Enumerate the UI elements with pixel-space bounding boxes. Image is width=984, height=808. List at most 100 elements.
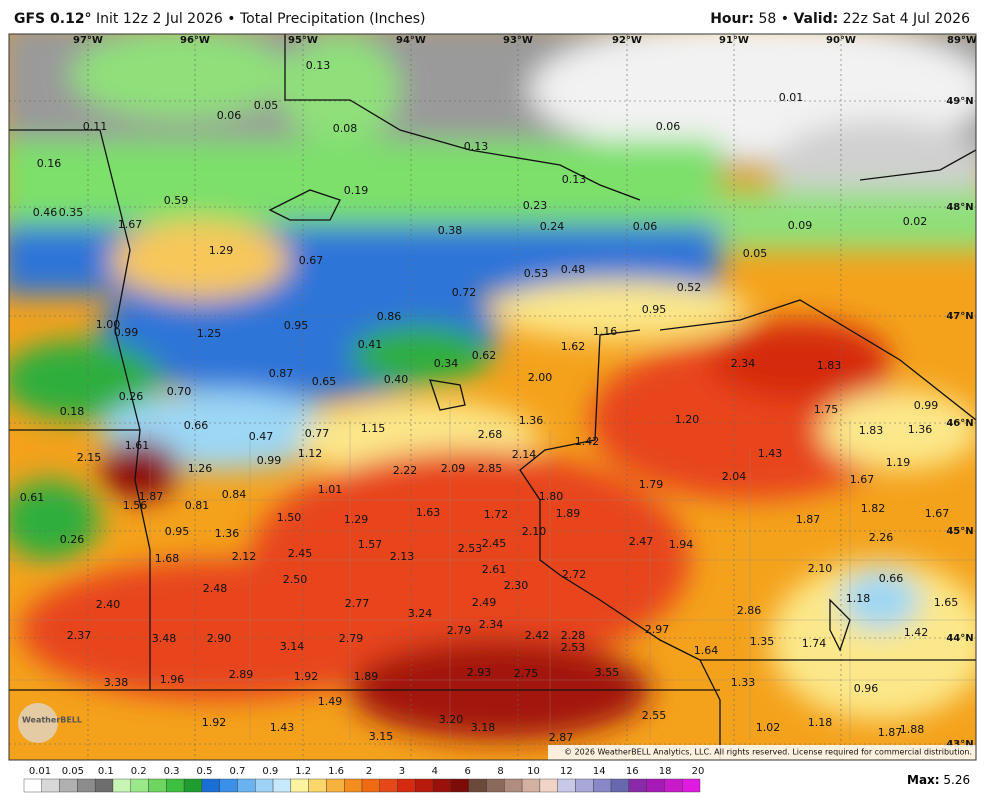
longitude-label: 96°W [180, 35, 210, 46]
colorbar-swatch [539, 778, 558, 793]
precip-value: 1.18 [846, 592, 871, 605]
colorbar-label: 2 [366, 766, 372, 777]
precip-value: 1.36 [519, 414, 544, 427]
precip-value: 3.24 [408, 607, 433, 620]
precip-value: 2.40 [96, 598, 121, 611]
colorbar-swatch [557, 778, 576, 793]
precip-value: 1.43 [270, 721, 295, 734]
precip-value: 0.81 [185, 499, 210, 512]
precip-value: 1.36 [215, 527, 240, 540]
precip-value: 1.87 [796, 513, 821, 526]
colorbar-label: 14 [593, 766, 606, 777]
precip-value: 2.53 [561, 641, 586, 654]
precip-value: 2.30 [504, 579, 529, 592]
precip-value: 1.63 [416, 506, 441, 519]
precip-value: 2.34 [731, 357, 756, 370]
precip-value: 2.10 [522, 525, 547, 538]
precip-value: 0.09 [788, 219, 813, 232]
precip-value: 0.23 [523, 199, 548, 212]
precip-value: 2.97 [645, 623, 670, 636]
map: 97°W 96°W 95°W 94°W 93°W 92°W 91°W 90°W 89°W 49°N… [9, 34, 976, 760]
precip-value: 0.61 [20, 491, 45, 504]
precip-value: 2.45 [482, 537, 507, 550]
colorbar-label: 10 [527, 766, 540, 777]
latitude-label: 47°N [946, 311, 973, 322]
colorbar-swatch [664, 778, 683, 793]
precip-value: 1.72 [484, 508, 509, 521]
latitude-label: 45°N [946, 526, 973, 537]
precip-value: 0.95 [642, 303, 667, 316]
precip-value: 0.13 [562, 173, 587, 186]
precip-value: 0.41 [358, 338, 383, 351]
header-right: Hour: 58 • Valid: 22z Sat 4 Jul 2026 [710, 11, 970, 27]
logo: WeatherBELL [18, 703, 82, 743]
precip-value: 2.50 [283, 573, 308, 586]
colorbar-swatch [450, 778, 469, 793]
precip-value: 1.02 [756, 721, 781, 734]
precip-value: 1.36 [908, 423, 933, 436]
precip-value: 2.90 [207, 632, 232, 645]
precip-value: 2.00 [528, 371, 553, 384]
latitude-label: 49°N [946, 96, 973, 107]
precip-value: 1.00 [96, 318, 121, 331]
longitude-label: 93°W [503, 35, 533, 46]
precip-value: 1.12 [298, 447, 323, 460]
longitude-label: 91°W [719, 35, 749, 46]
colorbar-swatch [628, 778, 647, 793]
colorbar-swatch [468, 778, 487, 793]
colorbar-swatch [308, 778, 327, 793]
precip-value: 2.61 [482, 563, 507, 576]
precip-value: 1.96 [160, 673, 185, 686]
precip-value: 0.70 [167, 385, 192, 398]
precip-value: 0.40 [384, 373, 409, 386]
precip-value: 1.57 [358, 538, 383, 551]
state-borders [9, 34, 976, 760]
precip-value: 0.06 [656, 120, 681, 133]
precip-value: 0.99 [114, 326, 139, 339]
precip-value: 0.95 [284, 319, 309, 332]
precip-value: 2.34 [479, 618, 504, 631]
precip-value: 2.04 [722, 470, 747, 483]
precip-value: 0.05 [743, 247, 768, 260]
colorbar-label: 8 [497, 766, 503, 777]
precip-value: 1.64 [694, 644, 719, 657]
precip-value: 2.89 [229, 668, 254, 681]
precip-value: 3.14 [280, 640, 305, 653]
precip-value: 1.67 [118, 218, 143, 231]
precip-value: 1.92 [202, 716, 227, 729]
colorbar-label: 0.5 [197, 766, 213, 777]
colorbar-label: 0.1 [98, 766, 114, 777]
precip-value: 0.01 [779, 91, 804, 104]
latitude-label: 48°N [946, 202, 973, 213]
precip-value: 1.68 [155, 552, 180, 565]
precip-value: 1.29 [344, 513, 369, 526]
map-frame [8, 33, 977, 761]
precip-value: 0.02 [903, 215, 928, 228]
precip-value: 1.01 [318, 483, 343, 496]
precip-value: 1.65 [934, 596, 959, 609]
colorbar-label: 3 [399, 766, 405, 777]
precip-value: 1.56 [123, 499, 148, 512]
precip-value: 0.46 [33, 206, 58, 219]
precip-value: 2.86 [737, 604, 762, 617]
precip-value: 3.18 [471, 721, 496, 734]
header-left: GFS 0.12° Init 12z 2 Jul 2026 • Total Pr… [14, 11, 425, 27]
colorbar-swatch [379, 778, 398, 793]
colorbar-swatch [148, 778, 167, 793]
precip-value: 1.20 [675, 413, 700, 426]
colorbar-label: 4 [432, 766, 438, 777]
precip-value: 1.19 [886, 456, 911, 469]
precip-value: 2.13 [390, 550, 415, 563]
precip-value: 1.88 [900, 723, 925, 736]
precip-value: 2.22 [393, 464, 418, 477]
precip-value: 2.79 [447, 624, 472, 637]
colorbar-label: 1.2 [295, 766, 311, 777]
precip-value: 0.34 [434, 357, 459, 370]
precip-value: 2.55 [642, 709, 667, 722]
colorbar-swatch [646, 778, 665, 793]
precip-value: 3.20 [439, 713, 464, 726]
precip-value: 0.06 [633, 220, 658, 233]
precip-value: 2.85 [478, 462, 503, 475]
precip-value: 2.47 [629, 535, 654, 548]
precip-value: 2.42 [525, 629, 550, 642]
